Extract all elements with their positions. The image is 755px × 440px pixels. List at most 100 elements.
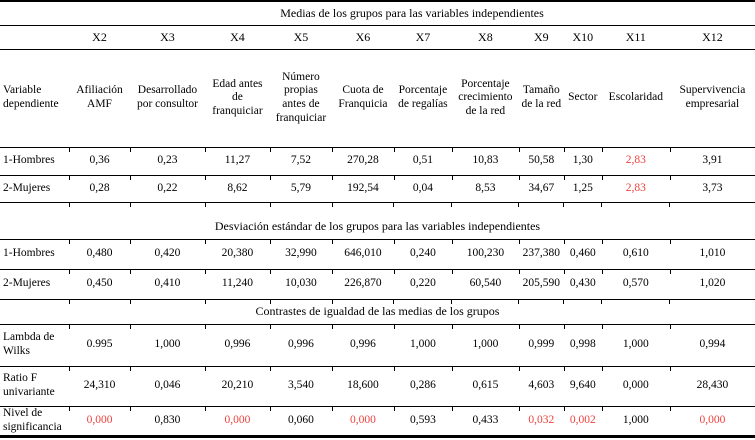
- value-cell: 0,286: [393, 366, 452, 406]
- value-cell: 1,000: [601, 406, 670, 436]
- value-cell: 100,230: [451, 239, 519, 269]
- value-cell: 9,640: [563, 366, 602, 406]
- value-cell: 0,002: [563, 406, 602, 436]
- value-cell: 0,460: [563, 239, 602, 269]
- value-cell: 1,000: [601, 324, 670, 366]
- column-name: Porcentaje de regalías: [398, 84, 448, 110]
- value-cell: 0,240: [393, 239, 452, 269]
- value-cell: 192,54: [331, 175, 394, 202]
- value-cell: 0,998: [563, 324, 602, 366]
- value-cell: 0,615: [451, 366, 519, 406]
- value-cell: 646,010: [331, 239, 394, 269]
- value-cell: 0,420: [130, 239, 205, 269]
- value-cell: 11,27: [204, 147, 270, 175]
- value-cell: 28,430: [669, 366, 755, 406]
- value-cell: 10,83: [451, 147, 519, 175]
- row-label-spacer: [0, 1, 69, 25]
- value-cell: 0,000: [669, 406, 755, 436]
- column-id: X6: [355, 29, 371, 44]
- column-name: Tamaño de la red: [521, 84, 562, 110]
- value-cell: 0,433: [451, 406, 519, 436]
- row-label: 1-Hombres: [3, 247, 55, 260]
- column-name: Cuota de Franquicia: [338, 84, 388, 110]
- value-cell: 4,603: [518, 366, 564, 406]
- value-cell: 11,240: [204, 269, 270, 299]
- value-cell: 205,590: [518, 269, 564, 299]
- column-id: X11: [625, 29, 646, 44]
- value-cell: 0,430: [563, 269, 602, 299]
- value-cell: 0,450: [69, 269, 130, 299]
- column-name: Porcentaje crecimiento de la red: [458, 77, 513, 117]
- value-cell: 0,996: [204, 324, 270, 366]
- value-cell: 1,000: [451, 324, 519, 366]
- value-cell: 0,410: [130, 269, 205, 299]
- row-label-header: Variable dependiente: [3, 84, 59, 110]
- value-cell: 3,91: [669, 147, 755, 175]
- value-cell: 0,36: [69, 147, 130, 175]
- row-label-spacer: [0, 25, 69, 49]
- column-name: Desarrollado por consultor: [136, 84, 198, 110]
- value-cell: 1,30: [563, 147, 602, 175]
- row-label: 2-Mujeres: [3, 277, 51, 290]
- value-cell: 8,62: [204, 175, 270, 202]
- column-name: Número propias antes de franquiciar: [275, 70, 327, 124]
- column-id: X2: [92, 29, 107, 44]
- value-cell: 1,020: [669, 269, 755, 299]
- column-id: X10: [572, 29, 594, 44]
- column-id: X8: [478, 29, 493, 44]
- value-cell: 0,046: [130, 366, 205, 406]
- value-cell: 0,220: [393, 269, 452, 299]
- value-cell: 0,28: [69, 175, 130, 202]
- column-id: X12: [702, 29, 723, 44]
- value-cell: 1,010: [669, 239, 755, 269]
- value-cell: 0.995: [69, 324, 130, 366]
- value-cell: 0,23: [130, 147, 205, 175]
- value-cell: 7,52: [269, 147, 332, 175]
- value-cell: 0,22: [130, 175, 205, 202]
- value-cell: 0,994: [669, 324, 755, 366]
- value-cell: 60,540: [451, 269, 519, 299]
- row-label: Nivel de significancia: [3, 406, 62, 433]
- value-cell: 0,996: [331, 324, 394, 366]
- value-cell: 0,000: [601, 366, 670, 406]
- value-cell: 0,04: [393, 175, 452, 202]
- value-cell: 0,000: [204, 406, 270, 436]
- column-name: Escolaridad: [608, 91, 663, 104]
- value-cell: 0,999: [518, 324, 564, 366]
- value-cell: 18,600: [331, 366, 394, 406]
- column-name: Afiliación AMF: [76, 84, 123, 110]
- value-cell: 50,58: [518, 147, 564, 175]
- column-id: X4: [230, 29, 245, 44]
- column-name: Sector: [568, 91, 598, 104]
- value-cell: 0,51: [393, 147, 452, 175]
- value-cell: 2,83: [601, 147, 670, 175]
- section-title: Desviación estándar de los grupos para l…: [0, 202, 755, 239]
- value-cell: 32,990: [269, 239, 332, 269]
- column-id: X7: [415, 29, 431, 44]
- section-title: Contrastes de igualdad de las medias de …: [0, 299, 755, 324]
- value-cell: 237,380: [518, 239, 564, 269]
- value-cell: 1,25: [563, 175, 602, 202]
- value-cell: 24,310: [69, 366, 130, 406]
- row-label: 1-Hombres: [3, 154, 55, 167]
- value-cell: 0,830: [130, 406, 205, 436]
- value-cell: 20,380: [204, 239, 270, 269]
- value-cell: 0,610: [601, 239, 670, 269]
- value-cell: 0,000: [69, 406, 130, 436]
- value-cell: 2,83: [601, 175, 670, 202]
- value-cell: 34,67: [518, 175, 564, 202]
- value-cell: 3,73: [669, 175, 755, 202]
- value-cell: 0,032: [518, 406, 564, 436]
- value-cell: 0,060: [269, 406, 332, 436]
- value-cell: 10,030: [269, 269, 332, 299]
- column-name: Edad antes de franquiciar: [212, 77, 263, 117]
- column-id: X3: [160, 29, 175, 44]
- value-cell: 5,79: [269, 175, 332, 202]
- row-label: 2-Mujeres: [3, 181, 51, 194]
- value-cell: 0,570: [601, 269, 670, 299]
- value-cell: 20,210: [204, 366, 270, 406]
- row-label: Ratio F univariante: [3, 372, 55, 398]
